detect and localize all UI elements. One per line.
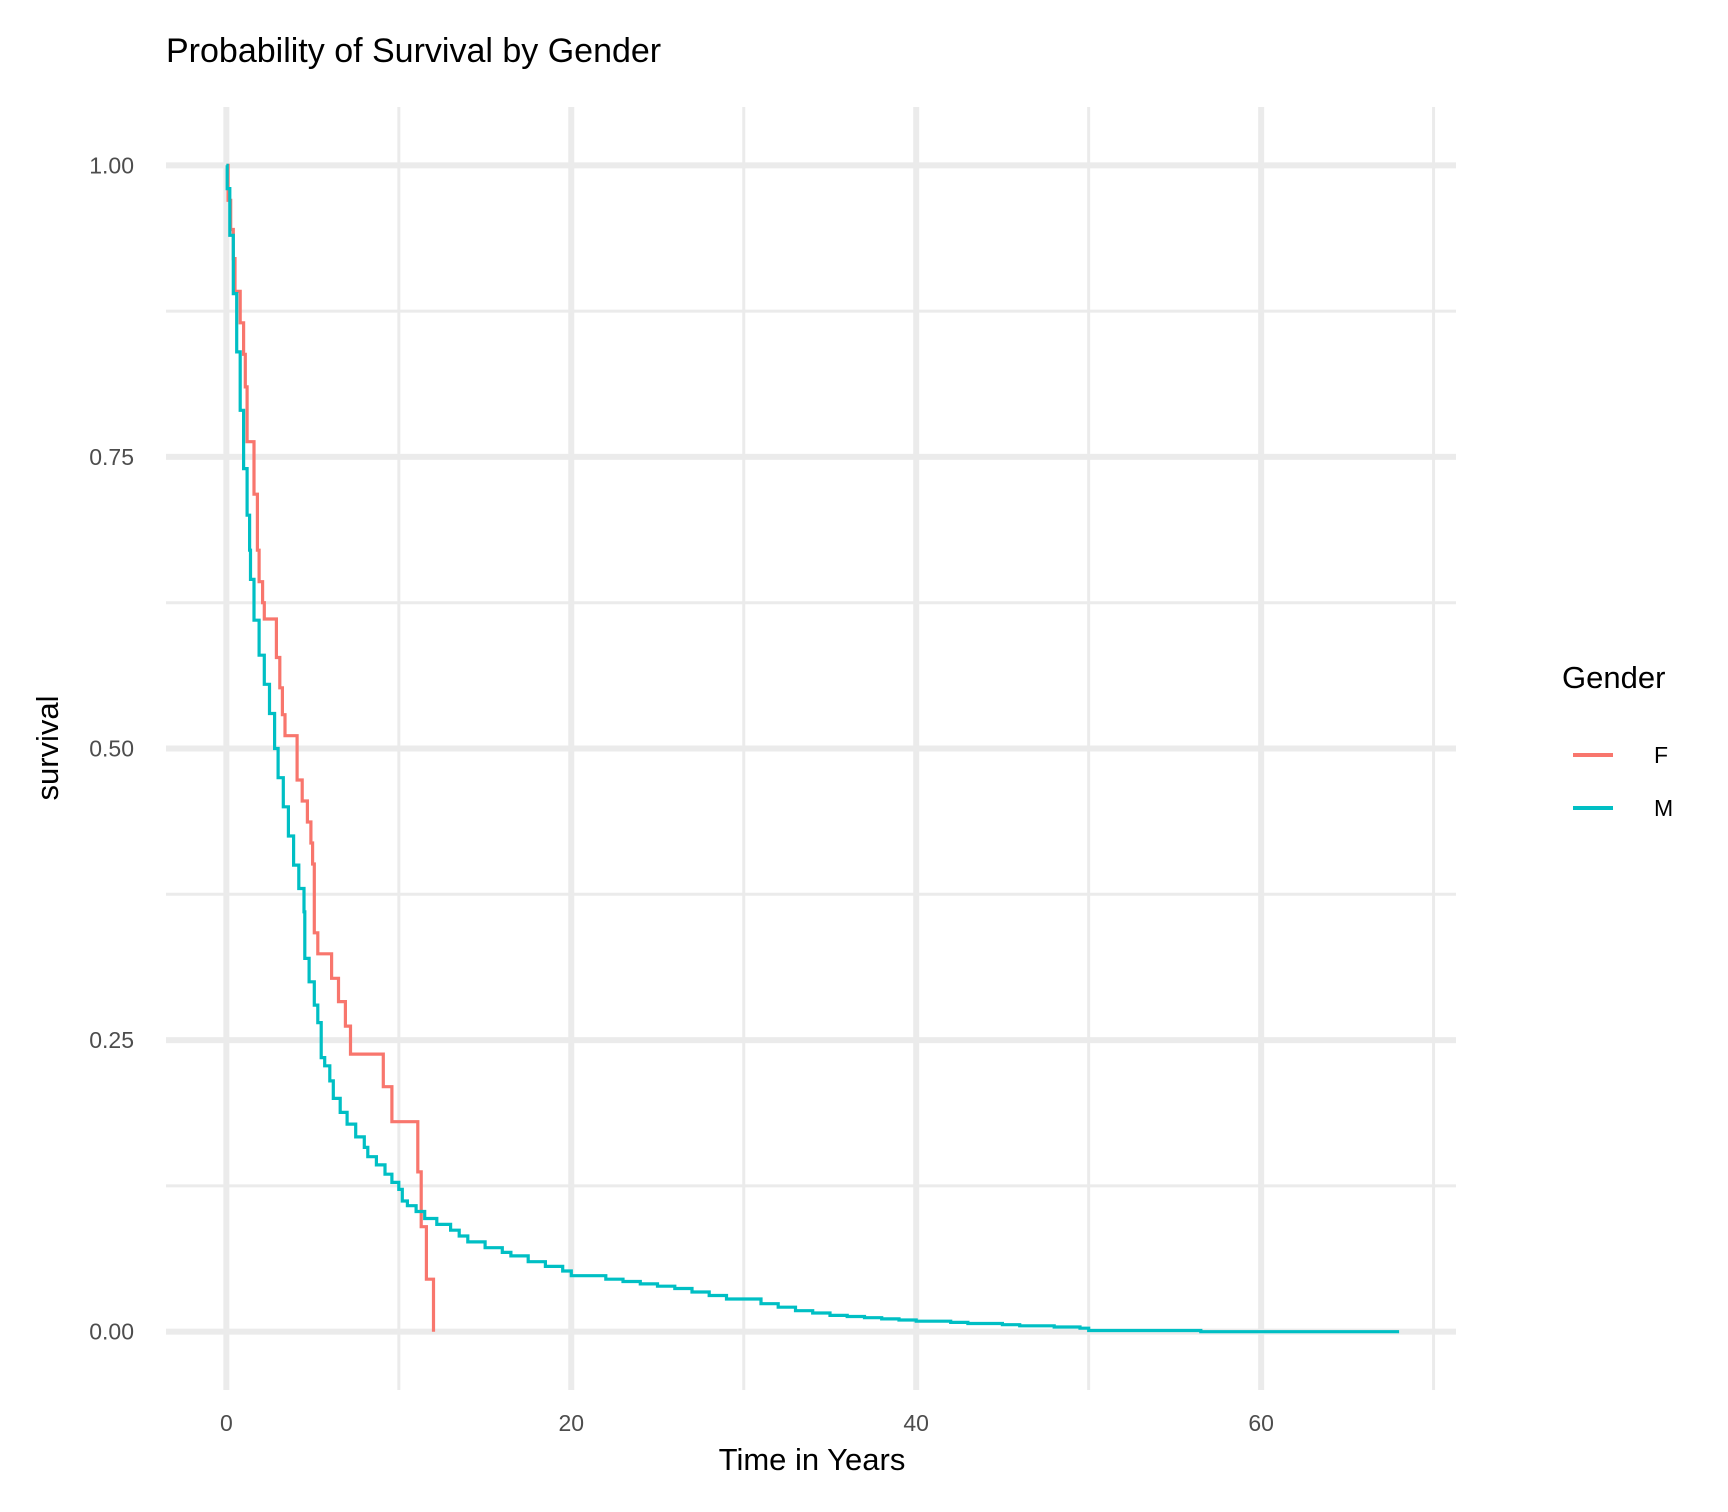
x-tick-label: 40 (903, 1410, 929, 1436)
legend-label-m: M (1654, 795, 1673, 821)
y-axis-ticks: 0.00 0.25 0.50 0.75 1.00 (89, 152, 134, 1344)
x-axis-title: Time in Years (719, 1442, 906, 1477)
legend-title: Gender (1562, 660, 1665, 695)
legend: Gender FM (1562, 660, 1673, 821)
series-lines (225, 163, 1400, 1334)
x-tick-label: 60 (1248, 1410, 1274, 1436)
legend-label-f: F (1654, 742, 1668, 768)
y-tick-label: 0.00 (89, 1319, 134, 1345)
x-tick-label: 0 (220, 1410, 233, 1436)
y-tick-label: 0.75 (89, 444, 134, 470)
y-axis-title: survival (30, 695, 65, 800)
y-tick-label: 0.50 (89, 736, 134, 762)
y-tick-label: 1.00 (89, 152, 134, 178)
chart-title: Probability of Survival by Gender (166, 32, 661, 70)
x-tick-label: 20 (558, 1410, 584, 1436)
series-line-m (225, 163, 1400, 1334)
legend-items: FM (1573, 742, 1673, 821)
x-axis-ticks: 0 20 40 60 (220, 1410, 1274, 1436)
series-line-f (226, 163, 436, 1332)
y-tick-label: 0.25 (89, 1027, 134, 1053)
